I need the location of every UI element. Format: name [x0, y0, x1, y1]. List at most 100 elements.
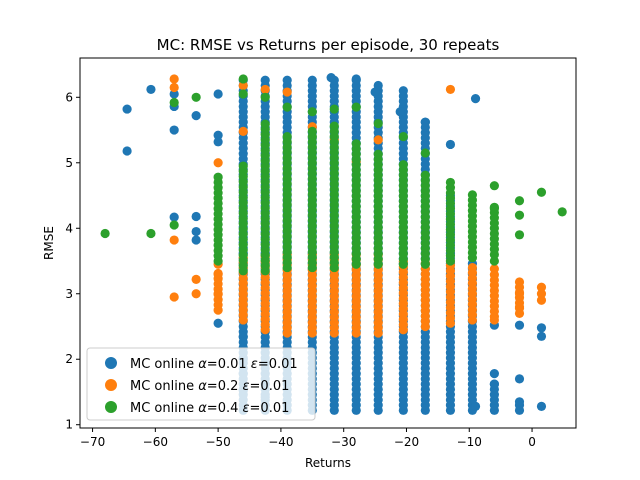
data-point [169, 97, 179, 108]
data-point [282, 87, 292, 97]
legend-marker-2 [105, 379, 117, 391]
y-axis-ticks: 1 2 3 4 5 6 [65, 90, 80, 432]
x-axis-label: Returns [305, 456, 351, 470]
x-tick-label: −10 [457, 435, 482, 449]
legend-box [86, 347, 316, 421]
data-point [122, 146, 132, 156]
data-point [514, 196, 525, 206]
axes-frame [79, 57, 577, 429]
data-point [169, 212, 179, 222]
x-tick-label: −50 [205, 435, 230, 449]
data-point [467, 190, 478, 200]
data-point [282, 131, 292, 142]
data-point [514, 320, 525, 330]
data-point [536, 289, 547, 299]
data-point [420, 148, 430, 158]
data-point [146, 228, 156, 239]
y-tick-label: 4 [65, 221, 73, 235]
legend-marker-1 [105, 357, 117, 369]
data-point [373, 135, 383, 145]
x-tick-label: −30 [331, 435, 356, 449]
chart-title: MC: RMSE vs Returns per episode, 30 repe… [157, 36, 500, 54]
data-point [169, 220, 179, 230]
data-point [191, 235, 201, 245]
data-point [536, 282, 547, 292]
data-point [213, 289, 223, 299]
data-point [445, 139, 456, 150]
data-point [370, 87, 380, 97]
data-point [213, 89, 223, 99]
data-point [282, 102, 292, 112]
x-tick-label: −20 [394, 435, 419, 449]
data-point [260, 84, 270, 95]
data-point [398, 131, 408, 142]
data-point [238, 89, 248, 99]
data-point [489, 369, 499, 379]
data-point [191, 211, 201, 222]
data-point [351, 139, 361, 149]
data-point [191, 289, 201, 299]
y-tick-label: 6 [65, 90, 73, 104]
data-point [191, 111, 201, 121]
data-point [536, 401, 547, 411]
data-point [169, 292, 179, 302]
data-point [489, 181, 499, 191]
data-point [536, 295, 547, 305]
data-point [514, 210, 525, 220]
data-point [470, 94, 481, 104]
data-point [514, 289, 525, 299]
data-point [191, 226, 201, 237]
legend-label-3: MC online α=0.4 ε=0.01 [130, 401, 289, 416]
data-point [213, 137, 223, 147]
y-tick-label: 5 [65, 156, 73, 170]
data-point [169, 235, 179, 245]
data-point [351, 74, 361, 84]
data-point [514, 374, 525, 384]
data-point [445, 84, 456, 95]
data-point [169, 125, 179, 135]
data-point [307, 75, 317, 85]
data-point [470, 401, 481, 411]
data-point [307, 107, 317, 117]
y-axis-label: RMSE [42, 226, 56, 260]
data-point [489, 204, 499, 214]
legend: MC online α=0.01 ε=0.01 MC online α=0.2 … [86, 347, 316, 421]
x-tick-label: 0 [528, 435, 536, 449]
x-tick-label: −60 [143, 435, 168, 449]
data-point [307, 126, 317, 136]
data-point [351, 102, 361, 112]
data-point [514, 302, 525, 312]
data-point [420, 117, 430, 127]
data-point [169, 89, 179, 99]
y-tick-label: 1 [65, 418, 73, 432]
data-point [445, 177, 456, 188]
data-point [238, 161, 248, 171]
data-points [100, 73, 567, 415]
data-point [260, 92, 270, 102]
data-point [213, 318, 223, 328]
data-point [191, 274, 201, 284]
data-point [282, 75, 292, 85]
data-point [326, 73, 336, 83]
data-point [489, 315, 499, 325]
x-tick-label: −70 [80, 435, 105, 449]
data-point [489, 256, 499, 266]
legend-label-2: MC online α=0.2 ε=0.01 [130, 379, 289, 394]
y-tick-label: 3 [65, 287, 73, 301]
x-tick-label: −40 [268, 435, 293, 449]
data-point [260, 119, 270, 129]
data-point [238, 126, 248, 136]
data-point [489, 379, 499, 389]
data-point [536, 323, 547, 333]
series-3-points [100, 74, 567, 276]
data-point [238, 331, 248, 341]
data-point [514, 230, 525, 240]
data-point [514, 397, 525, 407]
data-point [238, 80, 248, 91]
data-point [329, 121, 339, 131]
legend-label-1: MC online α=0.01 ε=0.01 [130, 357, 298, 372]
data-point [557, 207, 567, 217]
data-point [536, 187, 547, 197]
data-point [213, 158, 223, 168]
